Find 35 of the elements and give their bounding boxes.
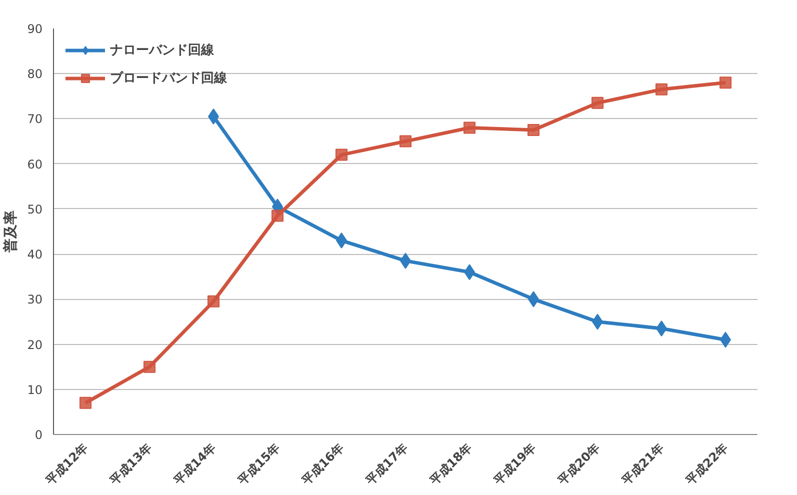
y-tick-label: 30: [27, 292, 43, 307]
point: [208, 295, 220, 308]
legend-label: ナローバンド回線: [110, 42, 214, 59]
x-tick-label: 平成12年: [42, 440, 90, 488]
x-tick-label: 平成19年: [490, 440, 538, 488]
x-tick-label: 平成22年: [682, 440, 730, 488]
y-axis-title: 普及率: [2, 210, 20, 254]
y-tick-label: 50: [27, 202, 43, 216]
x-tick-label: 平成17年: [362, 440, 410, 488]
x-tick-label: 平成20年: [554, 440, 602, 488]
point: [400, 135, 412, 148]
point: [144, 360, 156, 373]
legend-label: ブロードバンド回線: [110, 70, 227, 87]
point: [720, 76, 732, 89]
y-tick-label: 10: [27, 382, 43, 397]
y-tick-label: 0: [34, 428, 43, 442]
point: [528, 124, 540, 136]
y-tick-label: 20: [27, 338, 43, 352]
x-tick-label: 平成21年: [618, 440, 666, 488]
y-tick-label: 80: [27, 67, 43, 82]
point: [80, 396, 92, 409]
point: [272, 210, 284, 222]
point: [656, 83, 668, 96]
x-tick-label: 平成15年: [234, 440, 282, 488]
x-tick-label: 平成13年: [106, 440, 154, 488]
x-tick-label: 平成16年: [298, 440, 346, 488]
point: [592, 96, 604, 109]
x-tick-label: 平成14年: [170, 440, 218, 488]
point: [336, 148, 348, 161]
y-tick-label: 90: [27, 22, 43, 36]
y-tick-label: 40: [27, 248, 43, 262]
point: [464, 122, 476, 134]
x-tick-label: 平成18年: [426, 440, 474, 488]
y-tick-label: 60: [27, 157, 43, 172]
y-tick-label: 70: [27, 112, 43, 126]
